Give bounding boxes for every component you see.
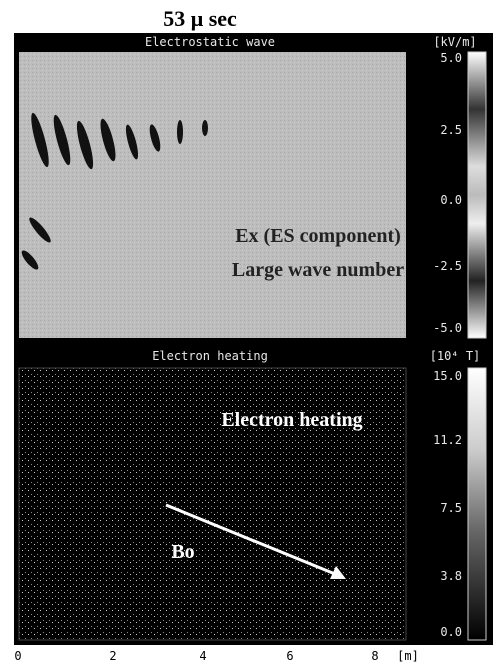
page: {"title": "53 μ sec", "panels": [ {"titl… [0,0,493,666]
colorbar [468,52,486,338]
axis-strip [0,645,493,666]
panel-title: Electrostatic wave [145,35,275,49]
x-tick-label: 8 [371,649,378,663]
x-tick-label: 0 [14,649,21,663]
colorbar-label: 0.0 [440,193,462,207]
colorbar-label: 3.8 [440,569,462,583]
figure-title: 53 μ sec [163,6,237,31]
x-tick-label: 4 [199,649,206,663]
colorbar-unit: [10⁴ T] [430,349,481,363]
panel-title: Electron heating [152,349,268,363]
colorbar-label: 7.5 [440,501,462,515]
colorbar-label: -5.0 [433,321,462,335]
figure: 53 μ sec Electrostatic wave [kV/m] Ex (E… [0,0,493,666]
colorbar-label: 0.0 [440,625,462,639]
colorbar-label: 5.0 [440,51,462,65]
x-axis-unit: [m] [397,649,419,663]
colorbar-label: -2.5 [433,259,462,273]
x-tick-label: 2 [109,649,116,663]
colorbar [468,368,486,640]
annotation: Ex (ES component) [235,225,401,247]
x-tick-label: 6 [286,649,293,663]
colorbar-unit: [kV/m] [433,35,476,49]
wave-image [19,52,406,338]
colorbar-label: 15.0 [433,369,462,383]
colorbar-label: 11.2 [433,433,462,447]
annotation: Large wave number [232,259,404,281]
annotation: Electron heating [221,409,362,431]
colorbar-label: 2.5 [440,123,462,137]
annotation: Bo [171,541,194,563]
